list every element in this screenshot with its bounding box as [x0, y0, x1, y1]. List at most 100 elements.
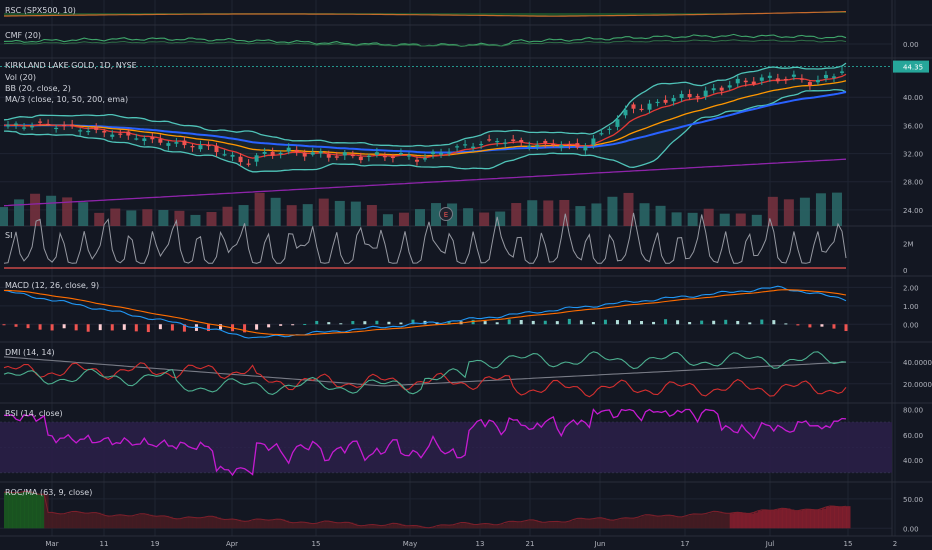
time-tick-label[interactable]: 15: [312, 540, 321, 548]
macd-tick-label[interactable]: 2.00: [903, 284, 919, 292]
roc-area-column: [48, 512, 53, 529]
candle-body: [823, 74, 828, 79]
roc-area-column: [465, 522, 470, 529]
cmf-tick-label[interactable]: 0.00: [903, 41, 919, 49]
roc-area-column: [821, 508, 827, 529]
last-price-tag[interactable]: [893, 60, 929, 73]
si-tick-label[interactable]: 2M: [903, 240, 914, 248]
roc-area-column: [777, 509, 783, 529]
volume-bar: [158, 209, 169, 226]
time-tick-label[interactable]: Apr: [226, 540, 238, 548]
time-tick-label[interactable]: 21: [526, 540, 535, 548]
macd-label: MACD (12, 26, close, 9): [5, 281, 99, 290]
roc-area-column: [20, 492, 25, 529]
roc-area-column: [328, 521, 334, 529]
volume-bar: [270, 197, 281, 226]
candle-body: [270, 151, 275, 156]
time-tick-label[interactable]: Mar: [45, 540, 58, 548]
roc-area-column: [609, 519, 614, 529]
rsi-tick-label[interactable]: 80.00: [903, 407, 923, 415]
volume-bar: [751, 214, 762, 226]
candle-body: [278, 152, 283, 154]
roc-area-column: [765, 509, 771, 529]
roc-area-column: [372, 524, 378, 529]
time-tick-label[interactable]: 13: [476, 540, 485, 548]
roc-area-column: [188, 516, 193, 529]
candle-body: [535, 144, 540, 147]
volume-bar: [719, 213, 730, 226]
price-tick-label[interactable]: 36.00: [903, 122, 923, 130]
roc-area-column: [116, 515, 121, 529]
price-tick-label[interactable]: 28.00: [903, 179, 923, 187]
dmi-tick-label[interactable]: 20.0000: [903, 381, 932, 389]
time-tick-label[interactable]: 2: [893, 540, 897, 548]
candle-body: [583, 146, 588, 151]
chart-title[interactable]: KIRKLAND LAKE GOLD, 1D, NYSE: [5, 61, 137, 70]
candle-body: [479, 143, 484, 146]
volume-bar: [206, 212, 217, 226]
macd-tick-label[interactable]: 0.00: [903, 321, 919, 329]
candle-body: [703, 90, 708, 97]
bollinger-lower-line: [3, 88, 847, 173]
candle-body: [342, 152, 347, 156]
price-tick-label[interactable]: 32.00: [903, 151, 923, 159]
candle-body: [62, 124, 67, 127]
candle-body: [350, 154, 355, 157]
macd-tick-label[interactable]: 1.00: [903, 303, 919, 311]
volume-bar: [14, 199, 25, 226]
roc-tick-label[interactable]: 0.00: [903, 525, 919, 533]
candle-body: [126, 131, 131, 136]
time-tick-label[interactable]: May: [403, 540, 417, 548]
roc-area-column: [705, 513, 711, 529]
roc-area-column: [220, 518, 226, 529]
roc-area-column: [481, 523, 486, 529]
volume-bar: [382, 214, 393, 226]
earnings-badge[interactable]: [439, 207, 453, 221]
rsi-line: [3, 408, 847, 477]
roc-area-column: [52, 512, 57, 529]
macd-histogram-bar: [122, 324, 126, 330]
macd-histogram-bar: [652, 321, 656, 325]
roc-area-column: [352, 523, 358, 529]
price-tick-label[interactable]: 24.00: [903, 207, 923, 215]
time-tick-label[interactable]: 15: [844, 540, 853, 548]
time-tick-label[interactable]: 19: [151, 540, 160, 548]
si-tick-label[interactable]: 0: [903, 267, 907, 275]
indicator-legend-item[interactable]: Vol (20): [5, 73, 36, 82]
macd-histogram-bar: [760, 319, 764, 325]
dmi-tick-label[interactable]: 40.0000: [903, 359, 932, 367]
indicator-legend-item[interactable]: BB (20, close, 2): [5, 84, 71, 93]
roc-area-column: [100, 513, 105, 529]
price-tick-label[interactable]: 40.00: [903, 94, 923, 102]
candle-body: [374, 152, 379, 155]
macd-histogram-bar: [531, 320, 535, 325]
roc-area-column: [300, 522, 306, 529]
time-tick-label[interactable]: 11: [100, 540, 109, 548]
candle-body: [751, 81, 756, 85]
price-axis[interactable]: 40.00 36.00 32.00 28.00 24.00 44.35 0.00 2M 0 2.0…: [893, 41, 932, 533]
roc-tick-label[interactable]: 50.00: [903, 496, 923, 504]
time-tick-label[interactable]: Jul: [765, 540, 775, 548]
time-tick-label[interactable]: 17: [681, 540, 690, 548]
macd-histogram-bar: [447, 321, 451, 325]
candle-body: [455, 146, 460, 148]
roc-area-column: [553, 521, 558, 529]
roc-area-column: [388, 524, 394, 529]
macd-histogram-bar: [688, 322, 692, 325]
time-tick-label[interactable]: Jun: [594, 540, 606, 548]
roc-area-column: [493, 524, 498, 529]
candle-body: [406, 155, 411, 157]
roc-area-column: [641, 515, 647, 529]
candle-body: [214, 145, 219, 153]
indicator-legend-item[interactable]: MA/3 (close, 10, 50, 200, ema): [5, 95, 128, 104]
roc-area-column: [224, 519, 230, 529]
candle-body: [54, 127, 59, 130]
time-axis[interactable]: Mar 11 19 Apr 15 May 13 21 Jun 17 Jul 15 2: [45, 540, 897, 548]
roc-area-column: [364, 525, 370, 529]
macd-histogram-bar: [519, 320, 523, 325]
rsi-tick-label[interactable]: 60.00: [903, 432, 923, 440]
roc-area-column: [653, 515, 659, 529]
volume-bar: [559, 199, 570, 226]
rsi-tick-label[interactable]: 40.00: [903, 457, 923, 465]
